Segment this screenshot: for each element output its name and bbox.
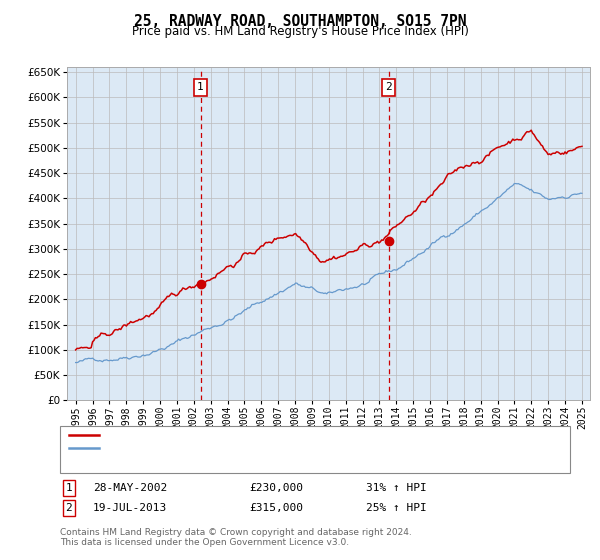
Text: 31% ↑ HPI: 31% ↑ HPI xyxy=(366,483,427,493)
Text: 2: 2 xyxy=(65,503,73,513)
Text: Contains HM Land Registry data © Crown copyright and database right 2024.
This d: Contains HM Land Registry data © Crown c… xyxy=(60,528,412,547)
Text: 1: 1 xyxy=(197,82,204,92)
Text: 25, RADWAY ROAD, SOUTHAMPTON, SO15 7PN: 25, RADWAY ROAD, SOUTHAMPTON, SO15 7PN xyxy=(134,14,466,29)
Text: 25, RADWAY ROAD, SOUTHAMPTON, SO15 7PN (detached house): 25, RADWAY ROAD, SOUTHAMPTON, SO15 7PN (… xyxy=(105,430,443,440)
Text: 25% ↑ HPI: 25% ↑ HPI xyxy=(366,503,427,513)
Text: HPI: Average price, detached house, Southampton: HPI: Average price, detached house, Sout… xyxy=(105,443,368,453)
Text: 19-JUL-2013: 19-JUL-2013 xyxy=(93,503,167,513)
Text: 28-MAY-2002: 28-MAY-2002 xyxy=(93,483,167,493)
Text: 1: 1 xyxy=(65,483,73,493)
Text: £315,000: £315,000 xyxy=(249,503,303,513)
Text: 2: 2 xyxy=(385,82,392,92)
Text: £230,000: £230,000 xyxy=(249,483,303,493)
Text: Price paid vs. HM Land Registry's House Price Index (HPI): Price paid vs. HM Land Registry's House … xyxy=(131,25,469,38)
